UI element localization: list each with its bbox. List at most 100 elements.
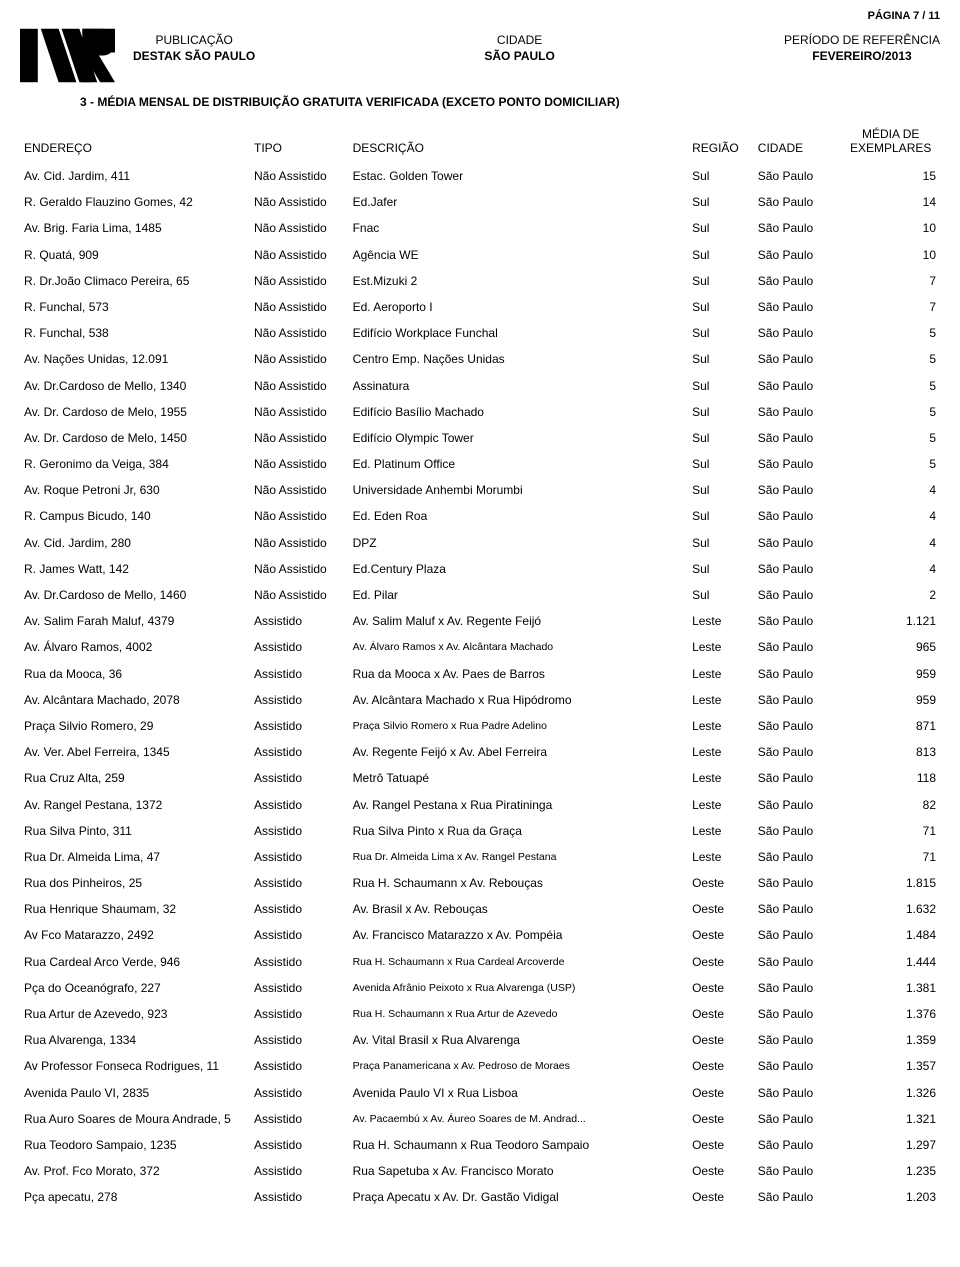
cell-regiao: Leste	[688, 739, 754, 765]
cell-endereco: R. Dr.João Climaco Pereira, 65	[20, 268, 250, 294]
cell-tipo: Assistido	[250, 765, 349, 791]
cell-cidade: São Paulo	[754, 294, 842, 320]
cell-regiao: Sul	[688, 477, 754, 503]
cell-tipo: Assistido	[250, 634, 349, 660]
cell-tipo: Não Assistido	[250, 477, 349, 503]
cell-regiao: Oeste	[688, 1106, 754, 1132]
publicacao-label: PUBLICAÇÃO	[133, 32, 255, 48]
cell-descricao: DPZ	[349, 530, 689, 556]
cell-tipo: Não Assistido	[250, 503, 349, 529]
cell-cidade: São Paulo	[754, 922, 842, 948]
cell-regiao: Sul	[688, 163, 754, 189]
cell-tipo: Assistido	[250, 661, 349, 687]
cell-media: 15	[841, 163, 940, 189]
cell-media: 2	[841, 582, 940, 608]
cell-regiao: Leste	[688, 765, 754, 791]
cell-descricao: Assinatura	[349, 373, 689, 399]
cell-descricao: Metrô Tatuapé	[349, 765, 689, 791]
cell-media: 5	[841, 451, 940, 477]
cell-regiao: Oeste	[688, 1132, 754, 1158]
cell-regiao: Leste	[688, 687, 754, 713]
cell-tipo: Assistido	[250, 1080, 349, 1106]
table-row: Rua Artur de Azevedo, 923AssistidoRua H.…	[20, 1001, 940, 1027]
cell-media: 871	[841, 713, 940, 739]
cell-cidade: São Paulo	[754, 530, 842, 556]
cell-media: 1.376	[841, 1001, 940, 1027]
cell-regiao: Leste	[688, 634, 754, 660]
cell-tipo: Não Assistido	[250, 189, 349, 215]
cell-regiao: Sul	[688, 189, 754, 215]
table-row: Av Professor Fonseca Rodrigues, 11Assist…	[20, 1053, 940, 1079]
cell-regiao: Oeste	[688, 1184, 754, 1210]
cell-regiao: Oeste	[688, 1080, 754, 1106]
table-row: Av. Dr. Cardoso de Melo, 1955Não Assisti…	[20, 399, 940, 425]
cell-regiao: Sul	[688, 242, 754, 268]
table-row: R. Geraldo Flauzino Gomes, 42Não Assisti…	[20, 189, 940, 215]
cell-tipo: Não Assistido	[250, 346, 349, 372]
cell-regiao: Oeste	[688, 1027, 754, 1053]
cell-cidade: São Paulo	[754, 1184, 842, 1210]
cell-descricao: Praça Silvio Romero x Rua Padre Adelino	[349, 713, 689, 739]
cell-media: 1.357	[841, 1053, 940, 1079]
cell-regiao: Oeste	[688, 1053, 754, 1079]
table-row: R. James Watt, 142Não AssistidoEd.Centur…	[20, 556, 940, 582]
cell-endereco: Av. Prof. Fco Morato, 372	[20, 1158, 250, 1184]
cell-regiao: Sul	[688, 399, 754, 425]
table-row: Rua Cardeal Arco Verde, 946AssistidoRua …	[20, 949, 940, 975]
header: PUBLICAÇÃO DESTAK SÃO PAULO CIDADE SÃO P…	[20, 28, 940, 83]
cell-cidade: São Paulo	[754, 1158, 842, 1184]
cell-regiao: Sul	[688, 268, 754, 294]
cell-media: 118	[841, 765, 940, 791]
cell-descricao: Av. Pacaembú x Av. Áureo Soares de M. An…	[349, 1106, 689, 1132]
table-row: Av. Salim Farah Maluf, 4379AssistidoAv. …	[20, 608, 940, 634]
cell-media: 1.444	[841, 949, 940, 975]
cell-regiao: Leste	[688, 844, 754, 870]
cell-cidade: São Paulo	[754, 1080, 842, 1106]
logo-icon	[20, 28, 115, 83]
cell-media: 813	[841, 739, 940, 765]
cell-regiao: Sul	[688, 530, 754, 556]
cell-media: 4	[841, 556, 940, 582]
distribution-table: ENDEREÇO TIPO DESCRIÇÃO REGIÃO CIDADE MÉ…	[20, 123, 940, 1211]
cell-cidade: São Paulo	[754, 713, 842, 739]
table-row: Rua Alvarenga, 1334AssistidoAv. Vital Br…	[20, 1027, 940, 1053]
table-row: Av. Brig. Faria Lima, 1485Não AssistidoF…	[20, 215, 940, 241]
cell-descricao: Universidade Anhembi Morumbi	[349, 477, 689, 503]
cell-tipo: Não Assistido	[250, 242, 349, 268]
table-row: Av. Cid. Jardim, 280Não AssistidoDPZSulS…	[20, 530, 940, 556]
cell-cidade: São Paulo	[754, 1053, 842, 1079]
cell-descricao: Avenida Paulo VI x Rua Lisboa	[349, 1080, 689, 1106]
cell-tipo: Assistido	[250, 975, 349, 1001]
cell-descricao: Fnac	[349, 215, 689, 241]
cell-media: 1.203	[841, 1184, 940, 1210]
table-row: Rua dos Pinheiros, 25AssistidoRua H. Sch…	[20, 870, 940, 896]
cell-descricao: Rua H. Schaumann x Rua Cardeal Arcoverde	[349, 949, 689, 975]
cell-regiao: Oeste	[688, 1001, 754, 1027]
table-row: Av. Alcântara Machado, 2078AssistidoAv. …	[20, 687, 940, 713]
cell-descricao: Av. Salim Maluf x Av. Regente Feijó	[349, 608, 689, 634]
cell-endereco: Pça apecatu, 278	[20, 1184, 250, 1210]
cell-cidade: São Paulo	[754, 451, 842, 477]
cell-descricao: Av. Brasil x Av. Rebouças	[349, 896, 689, 922]
cell-tipo: Não Assistido	[250, 399, 349, 425]
cell-media: 82	[841, 792, 940, 818]
cell-descricao: Edifício Basílio Machado	[349, 399, 689, 425]
section-title: 3 - MÉDIA MENSAL DE DISTRIBUIÇÃO GRATUIT…	[20, 95, 940, 109]
cell-tipo: Não Assistido	[250, 215, 349, 241]
table-row: R. Quatá, 909Não AssistidoAgência WESulS…	[20, 242, 940, 268]
table-row: Avenida Paulo VI, 2835AssistidoAvenida P…	[20, 1080, 940, 1106]
col-regiao: REGIÃO	[688, 123, 754, 163]
header-columns: PUBLICAÇÃO DESTAK SÃO PAULO CIDADE SÃO P…	[133, 28, 940, 64]
cell-cidade: São Paulo	[754, 896, 842, 922]
cell-tipo: Assistido	[250, 870, 349, 896]
cell-descricao: Estac. Golden Tower	[349, 163, 689, 189]
cell-cidade: São Paulo	[754, 425, 842, 451]
page-number: PÁGINA 7 / 11	[20, 10, 940, 22]
table-row: Rua Henrique Shaumam, 32AssistidoAv. Bra…	[20, 896, 940, 922]
cell-cidade: São Paulo	[754, 215, 842, 241]
cell-media: 5	[841, 425, 940, 451]
cell-regiao: Sul	[688, 294, 754, 320]
table-row: R. Funchal, 538Não AssistidoEdifício Wor…	[20, 320, 940, 346]
cell-endereco: Rua Cardeal Arco Verde, 946	[20, 949, 250, 975]
cell-media: 1.121	[841, 608, 940, 634]
